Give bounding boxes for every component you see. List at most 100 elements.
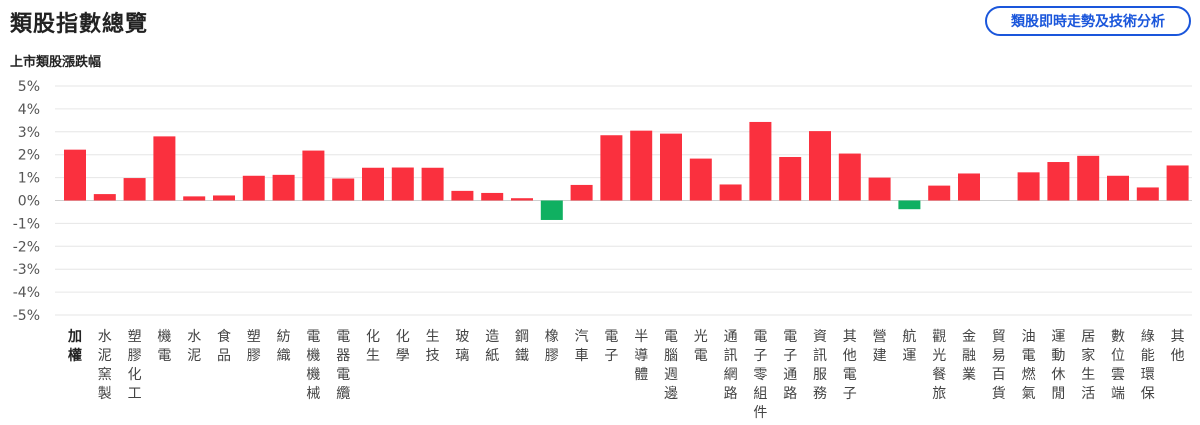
x-tick-label: 窯: [98, 366, 112, 383]
x-tick-label: 塑: [128, 329, 142, 345]
bar-油電燃氣[interactable]: [1017, 172, 1040, 201]
y-tick-label: 0%: [18, 194, 40, 210]
bar-其他[interactable]: [1166, 165, 1189, 201]
x-tick-label: 運: [902, 348, 916, 364]
bar-化學[interactable]: [391, 167, 414, 201]
bar-橡膠[interactable]: [540, 200, 563, 220]
x-tick-label: 水: [98, 329, 112, 345]
x-tick-label: 其: [843, 329, 857, 345]
bar-鋼鐵[interactable]: [511, 198, 533, 201]
bar-數位雲端[interactable]: [1107, 175, 1129, 201]
bar-紡織[interactable]: [272, 174, 295, 201]
x-tick-label: 生: [1081, 367, 1095, 383]
bar-半導體[interactable]: [630, 130, 653, 201]
x-tick-label: 其: [1171, 329, 1185, 345]
x-tick-label: 導: [634, 348, 648, 364]
bar-電腦週邊[interactable]: [660, 133, 682, 201]
x-tick-label: 貿: [992, 329, 1006, 345]
bar-電子通路[interactable]: [779, 156, 802, 201]
bar-光電[interactable]: [689, 158, 712, 201]
bar-食品[interactable]: [213, 195, 235, 201]
bar-電機機械[interactable]: [302, 150, 325, 201]
x-tick-label: 電: [1022, 348, 1036, 364]
x-tick-label: 塑: [247, 329, 261, 345]
x-tick-label: 子: [604, 348, 618, 364]
x-tick-label: 汽: [575, 329, 589, 345]
x-tick-label: 航: [902, 329, 916, 345]
bar-資訊服務[interactable]: [809, 131, 831, 201]
x-tick-label: 食: [217, 328, 231, 345]
x-tick-label: 工: [128, 386, 142, 402]
page-title: 類股指數總覽: [10, 12, 149, 37]
x-tick-label: 保: [1141, 386, 1155, 402]
x-tick-label: 路: [724, 386, 738, 402]
x-tick-label: 機: [306, 367, 320, 383]
x-tick-label: 璃: [455, 347, 469, 364]
x-tick-label: 織: [277, 348, 291, 364]
x-tick-label: 鋼: [515, 329, 529, 345]
x-tick-label: 訊: [724, 348, 738, 364]
x-tick-label: 權: [68, 347, 82, 364]
x-tick-label: 機: [306, 348, 320, 364]
x-tick-label: 餐: [932, 367, 946, 383]
x-tick-label: 水: [187, 329, 201, 345]
x-tick-label: 邊: [664, 386, 678, 402]
x-tick-label: 電: [306, 329, 320, 345]
y-tick-label: -4%: [13, 285, 40, 301]
bar-水泥[interactable]: [183, 196, 206, 201]
x-tick-label: 品: [217, 348, 231, 364]
x-tick-label: 機: [157, 329, 171, 345]
bar-營建[interactable]: [868, 177, 891, 201]
bar-其他電子[interactable]: [838, 153, 861, 201]
x-tick-label: 活: [1081, 386, 1095, 402]
x-tick-label: 電: [694, 348, 708, 364]
bar-通訊網路[interactable]: [719, 184, 742, 201]
bar-觀光餐旅[interactable]: [928, 185, 951, 201]
x-tick-label: 化: [128, 367, 142, 383]
bar-電器電纜[interactable]: [332, 178, 355, 201]
x-tick-label: 通: [783, 367, 797, 383]
bar-生技[interactable]: [421, 167, 444, 201]
x-tick-label: 休: [1051, 367, 1065, 383]
bar-造紙[interactable]: [481, 192, 504, 201]
x-tick-label: 訊: [813, 348, 827, 364]
x-tick-label: 數: [1111, 329, 1125, 345]
x-tick-label: 膠: [247, 348, 261, 364]
x-tick-label: 電: [604, 329, 618, 345]
x-tick-label: 觀: [932, 329, 946, 345]
bar-塑膠[interactable]: [242, 175, 265, 201]
x-tick-label: 紡: [277, 329, 291, 345]
x-tick-label: 造: [485, 329, 499, 345]
x-tick-label: 件: [753, 405, 767, 421]
bar-航運[interactable]: [898, 200, 921, 210]
bar-加權[interactable]: [64, 149, 86, 201]
bar-機電[interactable]: [153, 136, 176, 201]
bar-運動休閒[interactable]: [1047, 162, 1070, 201]
bar-水泥窯製[interactable]: [93, 194, 116, 201]
bar-化生[interactable]: [362, 167, 384, 201]
bar-汽車[interactable]: [570, 184, 593, 201]
x-tick-label: 泥: [187, 348, 201, 364]
x-tick-label: 加: [67, 329, 82, 345]
x-tick-label: 子: [753, 348, 767, 364]
bar-電子[interactable]: [600, 135, 623, 201]
x-tick-label: 閒: [1051, 386, 1065, 402]
x-tick-label: 易: [992, 348, 1006, 364]
bar-玻璃[interactable]: [451, 190, 474, 201]
bar-金融業[interactable]: [958, 173, 980, 201]
x-tick-label: 金: [962, 329, 976, 345]
x-tick-label: 他: [1171, 348, 1185, 364]
y-tick-label: -3%: [13, 262, 40, 278]
x-tick-label: 器: [336, 348, 350, 364]
bar-電子零組件[interactable]: [749, 121, 772, 201]
bar-塑膠化工[interactable]: [123, 178, 146, 201]
x-tick-label: 燃: [1022, 366, 1036, 383]
x-tick-label: 融: [962, 348, 976, 364]
x-tick-label: 電: [783, 329, 797, 345]
x-tick-label: 組: [753, 386, 767, 402]
sector-realtime-analysis-button[interactable]: 類股即時走勢及技術分析: [985, 6, 1191, 36]
x-tick-label: 油: [1022, 329, 1036, 345]
x-tick-label: 資: [813, 329, 827, 345]
bar-綠能環保[interactable]: [1136, 187, 1159, 201]
bar-居家生活[interactable]: [1077, 155, 1100, 201]
